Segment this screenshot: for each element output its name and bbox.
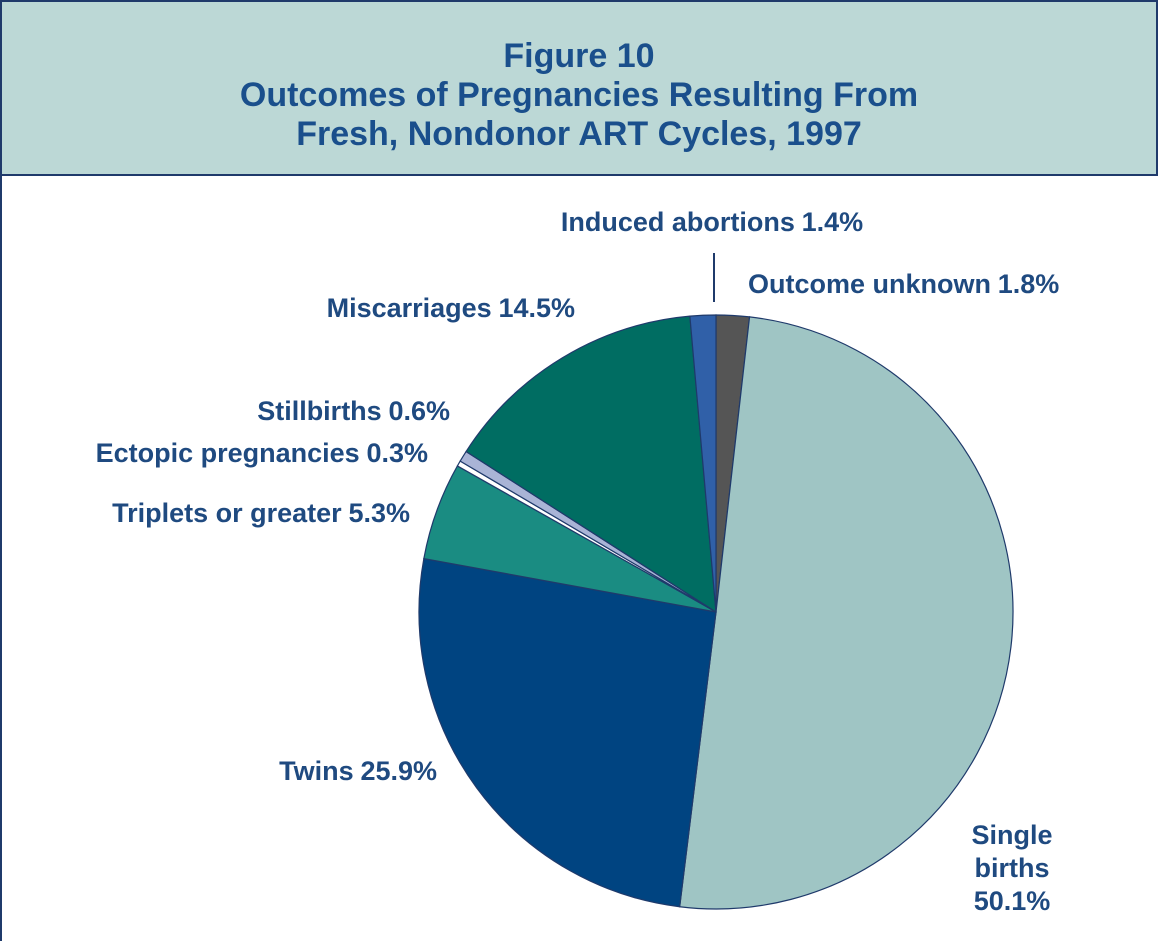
category-label: Triplets or greater: [112, 498, 342, 528]
slice-label: Miscarriages 14.5%: [327, 292, 575, 325]
category-label: Twins: [279, 756, 354, 786]
slice-label: Ectopic pregnancies 0.3%: [96, 437, 428, 470]
pie-slice: [418, 557, 717, 908]
value-label: 0.3%: [366, 438, 428, 468]
pie-slice: [465, 315, 717, 614]
slice-label: Twins 25.9%: [279, 755, 437, 788]
slice-label: Induced abortions 1.4%: [462, 206, 962, 239]
category-label: Miscarriages: [326, 293, 492, 323]
chart-title: Figure 10: [503, 37, 655, 75]
pie-slice: [689, 314, 717, 613]
chart-title: Fresh, Nondonor ART Cycles, 1997: [296, 115, 862, 153]
value-label: 14.5%: [498, 293, 575, 323]
value-label: 1.4%: [801, 207, 864, 237]
value-label: 5.3%: [348, 498, 410, 528]
header-box: [0, 0, 1158, 176]
slice-label: Outcome unknown 1.8%: [748, 268, 1059, 301]
category-label: Induced abortions: [560, 207, 795, 237]
value-label: 50.1%: [973, 886, 1051, 916]
category-label: Ectopic pregnancies: [95, 438, 360, 468]
slice-label: Triplets or greater 5.3%: [112, 497, 410, 530]
slice-label: Single births 50.1%: [942, 819, 1082, 918]
pie-slice: [678, 316, 1014, 910]
value-label: 0.6%: [388, 396, 450, 426]
value-label: 1.8%: [997, 269, 1060, 299]
category-label: Stillbirths: [257, 396, 382, 426]
chart-title: Outcomes of Pregnancies Resulting From: [239, 76, 919, 114]
category-label: Single births: [971, 820, 1053, 883]
category-label: Outcome unknown: [748, 269, 991, 299]
slice-label: Stillbirths 0.6%: [257, 395, 450, 428]
value-label: 25.9%: [360, 756, 437, 786]
